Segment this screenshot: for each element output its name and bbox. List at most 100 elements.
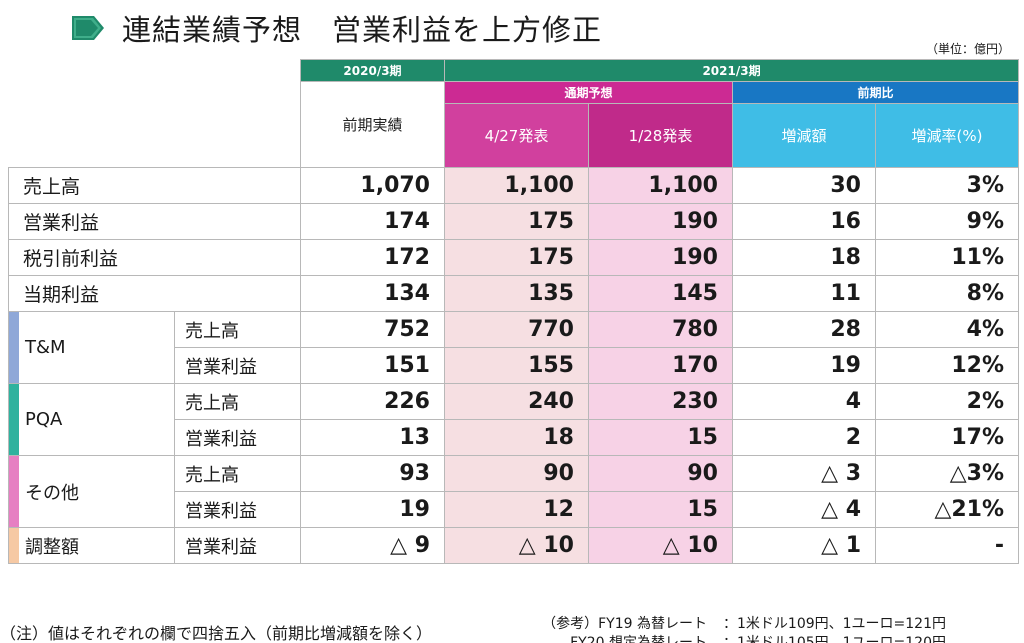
cell-jan28: 1,100 bbox=[588, 167, 733, 204]
header-full-year-forecast: 通期予想 bbox=[444, 81, 733, 104]
cell-jan28: 90 bbox=[588, 455, 733, 492]
note-fy19-value: ：1米ドル109円、1ユーロ=121円 bbox=[723, 616, 946, 632]
segment-color-bar bbox=[9, 384, 19, 455]
cell-actual: 172 bbox=[300, 239, 445, 276]
header-row-3: 4/27発表 1/28発表 増減額 増減率(%) bbox=[9, 103, 1020, 168]
cell-actual: 1,070 bbox=[300, 167, 445, 204]
row-label: 営業利益 bbox=[8, 203, 301, 240]
cell-rate: 8% bbox=[874, 275, 1020, 312]
forecast-table: 2020/3期 2021/3期 前期実績 通期予想 前期比 4/27発表 1/2… bbox=[8, 59, 1020, 564]
cell-actual: 151 bbox=[300, 347, 445, 384]
cell-apr27: 90 bbox=[444, 455, 589, 492]
note-fy20-label: FY20 想定為替レート bbox=[570, 635, 707, 643]
cell-apr27: 770 bbox=[444, 311, 589, 348]
cell-change: △ 1 bbox=[732, 527, 876, 564]
table-row: PQA 売上高 226 240 230 4 2% bbox=[8, 383, 1020, 456]
cell-change: 28 bbox=[732, 311, 876, 348]
cell-actual: 174 bbox=[300, 203, 445, 240]
cell-rate: △3% bbox=[874, 455, 1020, 492]
note-fy20-value: ：1米ドル105円、1ユーロ=120円 bbox=[723, 635, 946, 643]
segment-name: その他 bbox=[25, 482, 79, 504]
table-row: 営業利益 151 155 170 19 12% bbox=[9, 347, 1020, 384]
cell-jan28: 15 bbox=[588, 491, 733, 528]
cell-apr27: △ 10 bbox=[444, 527, 589, 564]
cell-rate: 3% bbox=[874, 167, 1020, 204]
segment-others: その他 bbox=[8, 455, 175, 528]
cell-rate: 4% bbox=[874, 311, 1020, 348]
sub-label: 営業利益 bbox=[174, 527, 301, 564]
segment-color-bar bbox=[9, 528, 19, 563]
sub-label: 営業利益 bbox=[174, 491, 301, 528]
header-actual: 前期実績 bbox=[300, 81, 445, 168]
row-label: 売上高 bbox=[8, 167, 301, 204]
table-row: 当期利益 134 135 145 11 8% bbox=[8, 275, 1020, 312]
cell-actual: 93 bbox=[300, 455, 445, 492]
cell-apr27: 175 bbox=[444, 203, 589, 240]
cell-change: 30 bbox=[732, 167, 876, 204]
row-label: 当期利益 bbox=[8, 275, 301, 312]
cell-rate: - bbox=[874, 527, 1020, 564]
note-fy19-label: （参考）FY19 為替レート bbox=[542, 616, 707, 632]
header-apr27: 4/27発表 bbox=[444, 103, 589, 168]
table-row: 営業利益 174 175 190 16 9% bbox=[8, 203, 1020, 240]
table-row: 営業利益 19 12 15 △ 4 △21% bbox=[9, 491, 1020, 528]
cell-change: 4 bbox=[732, 383, 876, 420]
cell-change: 18 bbox=[732, 239, 876, 276]
segment-tm: T&M bbox=[8, 311, 175, 384]
header-change-rate: 増減率(%) bbox=[874, 103, 1020, 168]
cell-jan28: 170 bbox=[588, 347, 733, 384]
table-row: その他 売上高 93 90 90 △ 3 △3% bbox=[8, 455, 1020, 528]
cell-jan28: 145 bbox=[588, 275, 733, 312]
cell-change: △ 3 bbox=[732, 455, 876, 492]
sub-label: 営業利益 bbox=[174, 347, 301, 384]
cell-apr27: 240 bbox=[444, 383, 589, 420]
segment-color-bar bbox=[9, 312, 19, 383]
segment-color-bar bbox=[9, 456, 19, 527]
cell-actual: 134 bbox=[300, 275, 445, 312]
title-bar: 連結業績予想 営業利益を上方修正 bbox=[72, 8, 602, 48]
cell-apr27: 12 bbox=[444, 491, 589, 528]
segment-name: PQA bbox=[25, 409, 63, 430]
cell-actual: 13 bbox=[300, 419, 445, 456]
cell-jan28: 190 bbox=[588, 239, 733, 276]
header-yoy: 前期比 bbox=[731, 81, 1020, 104]
segment-name: 調整額 bbox=[25, 536, 79, 558]
cell-rate: 17% bbox=[874, 419, 1020, 456]
cell-rate: 12% bbox=[874, 347, 1020, 384]
cell-jan28: 230 bbox=[588, 383, 733, 420]
row-label: 税引前利益 bbox=[8, 239, 301, 276]
cell-jan28: △ 10 bbox=[588, 527, 733, 564]
cell-change: 16 bbox=[732, 203, 876, 240]
cell-change: 19 bbox=[732, 347, 876, 384]
cell-apr27: 135 bbox=[444, 275, 589, 312]
cell-actual: △ 9 bbox=[300, 527, 445, 564]
table-row: 調整額 営業利益 △ 9 △ 10 △ 10 △ 1 - bbox=[8, 527, 1020, 564]
cell-change: 2 bbox=[732, 419, 876, 456]
sub-label: 営業利益 bbox=[174, 419, 301, 456]
table-row: 営業利益 13 18 15 2 17% bbox=[9, 419, 1020, 456]
sub-label: 売上高 bbox=[174, 455, 301, 492]
cell-actual: 752 bbox=[300, 311, 445, 348]
footnote: （注）値はそれぞれの欄で四捨五入（前期比増減額を除く） bbox=[0, 624, 433, 643]
cell-actual: 226 bbox=[300, 383, 445, 420]
cell-change: 11 bbox=[732, 275, 876, 312]
header-jan28: 1/28発表 bbox=[588, 103, 733, 168]
cell-jan28: 780 bbox=[588, 311, 733, 348]
cell-rate: △21% bbox=[874, 491, 1020, 528]
cell-rate: 2% bbox=[874, 383, 1020, 420]
table-row: 税引前利益 172 175 190 18 11% bbox=[8, 239, 1020, 276]
green-arrow-icon bbox=[72, 16, 104, 40]
segment-adjustment: 調整額 bbox=[8, 527, 175, 564]
page-title: 連結業績予想 営業利益を上方修正 bbox=[122, 13, 603, 47]
cell-jan28: 15 bbox=[588, 419, 733, 456]
sub-label: 売上高 bbox=[174, 311, 301, 348]
header-row-1: 2020/3期 2021/3期 bbox=[8, 59, 1020, 168]
sub-label: 売上高 bbox=[174, 383, 301, 420]
exchange-rate-notes: （参考）FY19 為替レート ：1米ドル109円、1ユーロ=121円 FY20 … bbox=[465, 577, 1007, 643]
unit-label: （単位：億円） bbox=[925, 42, 1010, 56]
cell-apr27: 1,100 bbox=[444, 167, 589, 204]
cell-rate: 9% bbox=[874, 203, 1020, 240]
cell-apr27: 155 bbox=[444, 347, 589, 384]
cell-actual: 19 bbox=[300, 491, 445, 528]
header-fy2020: 2020/3期 bbox=[300, 59, 445, 82]
